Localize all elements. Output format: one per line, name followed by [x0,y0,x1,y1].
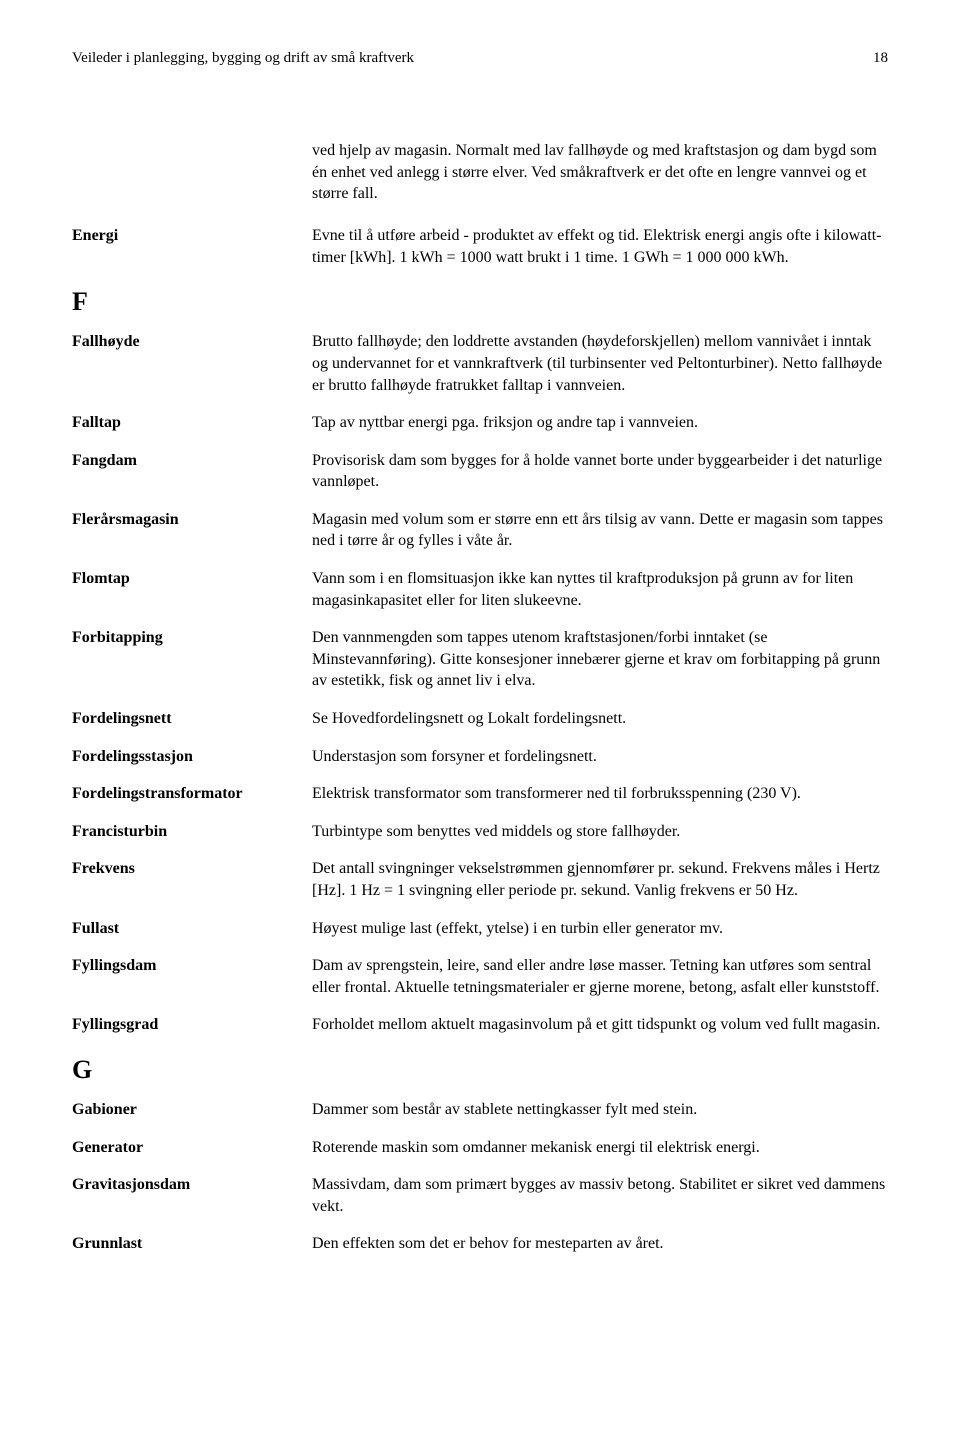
term: Fangdam [72,450,312,493]
glossary-entry: FlerårsmagasinMagasin med volum som er s… [72,509,888,552]
definition: Høyest mulige last (effekt, ytelse) i en… [312,918,888,940]
term: Fordelingsstasjon [72,746,312,768]
definition: Dam av sprengstein, leire, sand eller an… [312,955,888,998]
glossary-entry: GrunnlastDen effekten som det er behov f… [72,1233,888,1255]
definition: Provisorisk dam som bygges for å holde v… [312,450,888,493]
term: Frekvens [72,858,312,901]
term: Francisturbin [72,821,312,843]
glossary-entry: FalltapTap av nyttbar energi pga. friksj… [72,412,888,434]
term: Fyllingsgrad [72,1014,312,1036]
entries-G-group: GabionerDammer som består av stablete ne… [72,1099,888,1255]
definition: Forholdet mellom aktuelt magasinvolum på… [312,1014,888,1036]
definition: Den vannmengden som tappes utenom krafts… [312,627,888,692]
term: Fordelingstransformator [72,783,312,805]
term: Fallhøyde [72,331,312,396]
term: Falltap [72,412,312,434]
page-header: Veileder i planlegging, bygging og drift… [72,48,888,68]
term: Gabioner [72,1099,312,1121]
definition: Brutto fallhøyde; den loddrette avstande… [312,331,888,396]
term: Flomtap [72,568,312,611]
definition: Det antall svingninger vekselstrømmen gj… [312,858,888,901]
glossary-entry: Energi Evne til å utføre arbeid - produk… [72,225,888,268]
definition: Magasin med volum som er større enn ett … [312,509,888,552]
definition: Tap av nyttbar energi pga. friksjon og a… [312,412,888,434]
glossary-entry: FyllingsdamDam av sprengstein, leire, sa… [72,955,888,998]
term: Grunnlast [72,1233,312,1255]
intro-text: ved hjelp av magasin. Normalt med lav fa… [312,142,877,202]
definition: Roterende maskin som omdanner mekanisk e… [312,1137,888,1159]
glossary-entry: FrekvensDet antall svingninger vekselstr… [72,858,888,901]
glossary-entry: GabionerDammer som består av stablete ne… [72,1099,888,1121]
term: Energi [72,225,312,268]
definition: Se Hovedfordelingsnett og Lokalt fordeli… [312,708,888,730]
glossary-entry: ForbitappingDen vannmengden som tappes u… [72,627,888,692]
definition: Turbintype som benyttes ved middels og s… [312,821,888,843]
glossary-entry: FlomtapVann som i en flomsituasjon ikke … [72,568,888,611]
term: Fullast [72,918,312,940]
glossary-entry: GeneratorRoterende maskin som omdanner m… [72,1137,888,1159]
glossary-entry: GravitasjonsdamMassivdam, dam som primær… [72,1174,888,1217]
intro-continuation: ved hjelp av magasin. Normalt med lav fa… [312,140,888,205]
page-number: 18 [873,48,888,68]
section-heading-F: F [72,284,888,319]
glossary-entry: FordelingsstasjonUnderstasjon som forsyn… [72,746,888,768]
section-heading-G: G [72,1052,888,1087]
entries-top-group: Energi Evne til å utføre arbeid - produk… [72,225,888,268]
glossary-entry: FrancisturbinTurbintype som benyttes ved… [72,821,888,843]
term: Fyllingsdam [72,955,312,998]
entries-F-group: FallhøydeBrutto fallhøyde; den loddrette… [72,331,888,1036]
glossary-entry: FallhøydeBrutto fallhøyde; den loddrette… [72,331,888,396]
definition: Dammer som består av stablete nettingkas… [312,1099,888,1121]
header-title: Veileder i planlegging, bygging og drift… [72,48,414,68]
term: Fordelingsnett [72,708,312,730]
definition: Vann som i en flomsituasjon ikke kan nyt… [312,568,888,611]
definition: Massivdam, dam som primært bygges av mas… [312,1174,888,1217]
glossary-entry: FordelingsnettSe Hovedfordelingsnett og … [72,708,888,730]
definition: Understasjon som forsyner et fordelingsn… [312,746,888,768]
term: Forbitapping [72,627,312,692]
definition: Den effekten som det er behov for mestep… [312,1233,888,1255]
glossary-entry: FullastHøyest mulige last (effekt, ytels… [72,918,888,940]
glossary-entry: FangdamProvisorisk dam som bygges for å … [72,450,888,493]
term: Gravitasjonsdam [72,1174,312,1217]
definition: Elektrisk transformator som transformere… [312,783,888,805]
glossary-entry: FyllingsgradForholdet mellom aktuelt mag… [72,1014,888,1036]
definition: Evne til å utføre arbeid - produktet av … [312,225,888,268]
term: Generator [72,1137,312,1159]
glossary-entry: FordelingstransformatorElektrisk transfo… [72,783,888,805]
term: Flerårsmagasin [72,509,312,552]
